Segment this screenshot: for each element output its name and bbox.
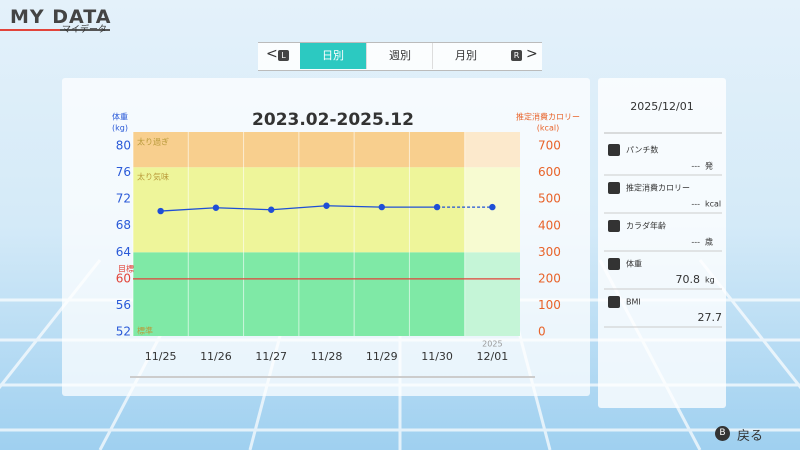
highlight-column (464, 132, 520, 336)
data-point (489, 203, 496, 211)
y-tick-label: 64 (116, 245, 131, 259)
title-underline (60, 29, 110, 31)
page-subtitle: マイデータ (62, 25, 108, 35)
data-point (212, 204, 220, 211)
y-tick-label: 76 (116, 165, 131, 179)
y2-axis-label: 推定消費カロリー (516, 112, 580, 122)
item-icon (608, 182, 620, 194)
y2-tick-label: 400 (538, 218, 561, 232)
side-date: 2025/12/01 (630, 100, 693, 113)
y-tick-label: 68 (116, 218, 131, 232)
back-label[interactable]: 戻る (737, 429, 764, 444)
item-value: --- (691, 200, 700, 209)
item-unit: kcal (705, 200, 721, 209)
line-segment (160, 207, 216, 212)
data-point (433, 203, 441, 211)
line-segment (215, 207, 272, 211)
item-value: 27.7 (698, 311, 723, 324)
item-unit: kg (705, 276, 715, 285)
x-tick-label: 12/01 (477, 350, 509, 363)
l-button[interactable]: L (278, 50, 289, 61)
item-icon (608, 258, 620, 270)
item-unit: 発 (705, 162, 713, 171)
item-label: BMI (626, 298, 641, 307)
data-point (378, 203, 385, 211)
y2-tick-label: 0 (538, 325, 546, 339)
item-label: カラダ年齢 (626, 221, 666, 231)
title-underline (0, 29, 60, 31)
line-segment (271, 205, 327, 211)
item-label: 体重 (626, 259, 642, 269)
y-tick-label: 60 (116, 271, 131, 285)
y-axis-unit: (kg) (112, 124, 128, 133)
r-button[interactable]: R (511, 50, 522, 61)
y-axis-label: 体重 (112, 112, 128, 122)
b-button[interactable]: B (715, 426, 730, 441)
x-tick-label: 11/26 (200, 350, 232, 363)
zone-band (133, 132, 520, 168)
x-tick-label: 11/28 (311, 350, 343, 363)
item-unit: 歳 (705, 237, 713, 247)
year-label: 2025 (482, 340, 502, 349)
y2-tick-label: 700 (538, 139, 561, 153)
item-label: 推定消費カロリー (626, 183, 690, 193)
x-tick-label: 11/27 (255, 350, 287, 363)
zone-label: 標準 (137, 326, 153, 336)
tab[interactable]: 月別 (432, 43, 499, 69)
y2-tick-label: 200 (538, 271, 561, 285)
x-tick-label: 11/29 (366, 350, 398, 363)
tab[interactable]: 週別 (366, 43, 433, 69)
item-icon (608, 220, 620, 232)
item-icon (608, 144, 620, 156)
zone-label: 太り気味 (137, 172, 169, 182)
data-point (323, 202, 330, 209)
y-tick-label: 80 (116, 138, 131, 152)
item-value: 70.8 (676, 273, 701, 286)
y-tick-label: 56 (116, 298, 131, 312)
tab-next-arrow[interactable]: > (526, 46, 538, 62)
item-value: --- (691, 162, 700, 171)
y2-tick-label: 500 (538, 192, 561, 206)
y2-tick-label: 600 (538, 165, 561, 179)
zone-band (133, 167, 520, 253)
y2-tick-label: 300 (538, 245, 561, 259)
page-title: MY DATA (10, 6, 112, 28)
y2-tick-label: 100 (538, 298, 561, 312)
item-icon (608, 296, 620, 308)
item-value: --- (691, 238, 700, 247)
target-label: 目標 (118, 263, 134, 273)
zone-band (133, 252, 520, 336)
chart-plot: 標準 太り気味 太り過ぎ (132, 132, 520, 336)
y-tick-label: 52 (116, 325, 131, 339)
y-tick-label: 72 (116, 192, 131, 206)
x-tick-label: 11/25 (145, 350, 177, 363)
item-label: パンチ数 (626, 145, 658, 155)
data-point (157, 207, 164, 215)
chart-title: 2023.02-2025.12 (252, 110, 414, 130)
data-point (268, 206, 275, 213)
zone-label: 太り過ぎ (137, 137, 169, 147)
x-tick-label: 11/30 (421, 350, 453, 363)
y2-axis-unit: (kcal) (537, 124, 559, 133)
tab-prev-arrow[interactable]: < (266, 46, 278, 62)
tab[interactable]: 日別 (300, 43, 366, 69)
line-segment (326, 205, 382, 208)
